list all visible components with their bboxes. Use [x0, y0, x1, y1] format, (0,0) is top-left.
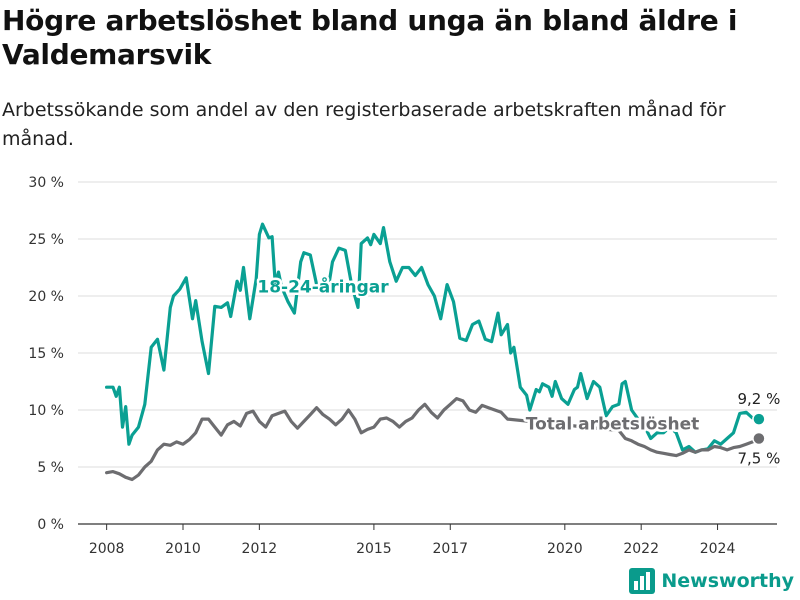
axes: 0 % 5 % 10 % 15 % 20 % 25 % 30 % 2008 2010 2012 20…: [28, 175, 735, 557]
bar-chart-icon: [629, 568, 656, 594]
y-tick-label: 30 %: [28, 175, 64, 191]
total-series-line: [105, 397, 761, 482]
x-tick-label: 2008: [89, 541, 125, 557]
y-tick-label: 5 %: [37, 460, 64, 476]
x-tick-label: 2010: [165, 541, 201, 557]
y-tick-label: 0 %: [37, 517, 64, 533]
total-end-point: [752, 431, 766, 446]
series-label-halo: Total arbetslöshet: [526, 414, 700, 434]
x-tick-label: 2024: [700, 541, 736, 557]
y-tick-label: 25 %: [28, 232, 64, 248]
youth-series-line: [105, 222, 761, 454]
total-series-label: Total arbetslöshet: [526, 414, 700, 434]
series: [105, 222, 761, 482]
youth-series-label: 18-24-åringar: [257, 276, 389, 298]
brand-name: Newsworthy: [661, 570, 794, 592]
youth-end-point: [752, 412, 766, 426]
x-tick-label: 2017: [432, 541, 468, 557]
y-tick-label: 15 %: [28, 346, 64, 362]
x-tick-label: 2012: [242, 541, 278, 557]
chart-title: Högre arbetslöshet bland unga än bland ä…: [2, 4, 738, 71]
brand-logo: Newsworthy: [629, 568, 794, 594]
total-end-label: 7,5 %: [737, 450, 780, 468]
x-tick-label: 2020: [547, 541, 583, 557]
x-tick-label: 2022: [623, 541, 659, 557]
chart-subtitle: Arbetssökande som andel av den registerb…: [2, 99, 726, 150]
y-tick-label: 20 %: [28, 289, 64, 305]
gridlines: [78, 181, 777, 525]
y-tick-label: 10 %: [28, 403, 64, 419]
series-label-halo: 18-24-åringar: [257, 276, 389, 298]
x-tick-label: 2015: [356, 541, 392, 557]
youth-end-label: 9,2 %: [737, 390, 780, 408]
